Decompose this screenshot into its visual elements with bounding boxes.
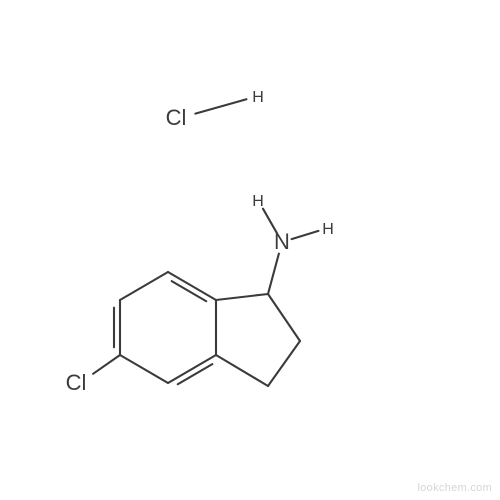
watermark-text: lookchem.com xyxy=(417,482,492,494)
svg-text:Cl: Cl xyxy=(66,370,87,395)
figure-canvas: N H H Cl Cl H lookchem.com xyxy=(0,0,500,500)
svg-text:Cl: Cl xyxy=(166,105,187,130)
svg-text:N: N xyxy=(274,229,290,254)
molecule-svg: N H H Cl Cl H xyxy=(0,0,500,500)
svg-text:H: H xyxy=(252,89,264,106)
svg-text:H: H xyxy=(322,221,334,238)
svg-text:H: H xyxy=(252,193,264,210)
